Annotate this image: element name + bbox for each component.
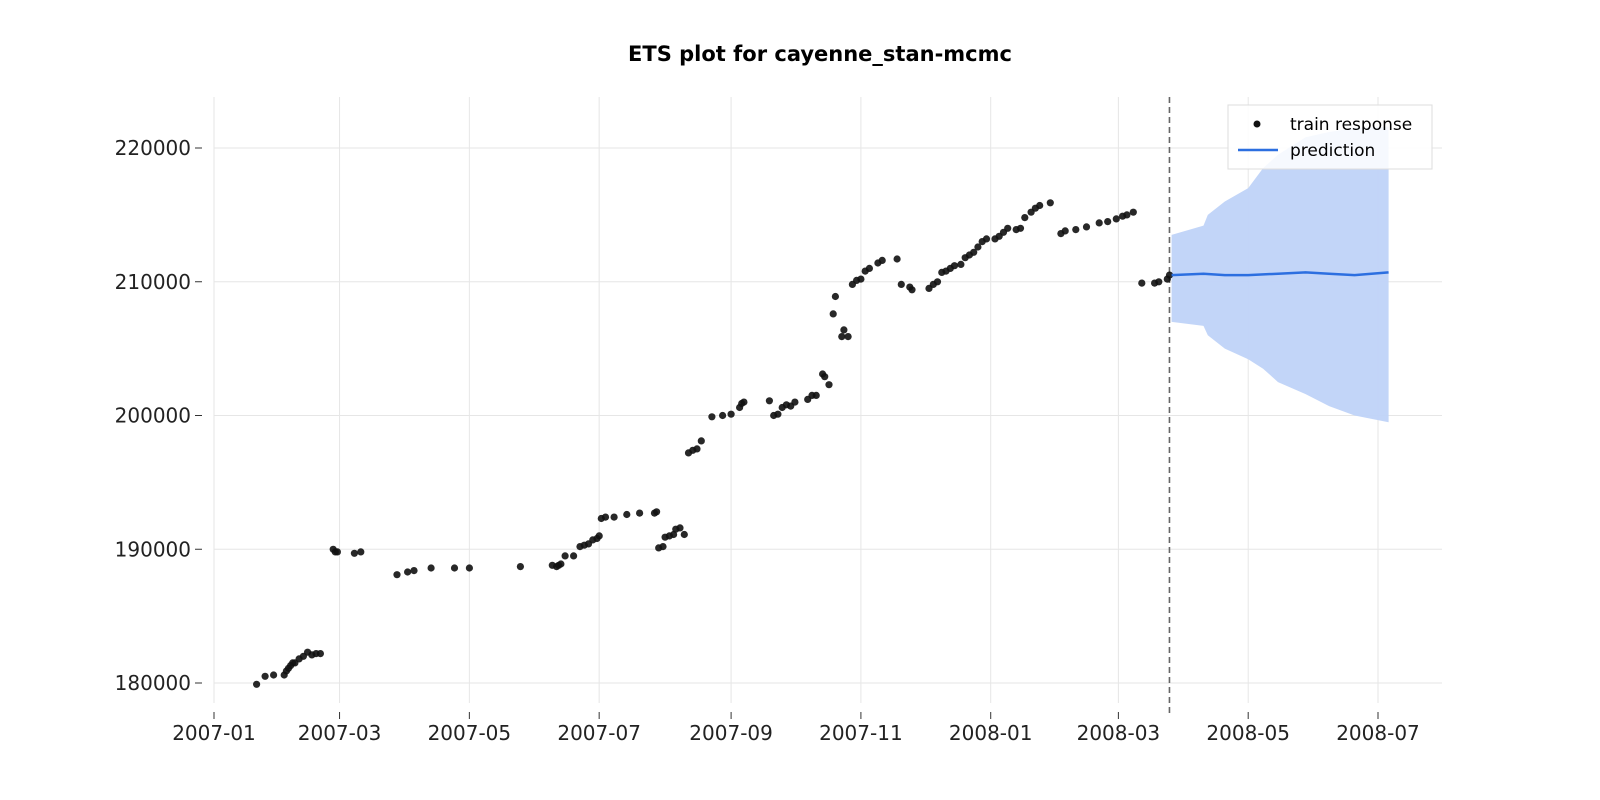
- train-point: [1095, 219, 1103, 227]
- train-points-layer: [253, 199, 1174, 688]
- train-point: [857, 275, 865, 283]
- train-point: [516, 563, 525, 571]
- train-point: [636, 509, 644, 517]
- legend-box: [1227, 104, 1433, 170]
- train-point: [357, 548, 365, 556]
- train-point: [1046, 199, 1054, 207]
- train-point: [1072, 226, 1080, 234]
- train-point: [623, 510, 631, 519]
- y-tick-label: 210000: [115, 270, 191, 294]
- train-point: [570, 552, 578, 560]
- train-point: [765, 397, 774, 405]
- train-point: [693, 445, 701, 453]
- train-point: [791, 398, 799, 406]
- train-point: [831, 292, 840, 301]
- train-point: [908, 286, 916, 294]
- x-tick-label: 2007-07: [557, 721, 641, 745]
- train-point: [950, 262, 959, 270]
- train-point: [270, 671, 278, 679]
- x-tick-label: 2007-05: [428, 721, 512, 745]
- train-point: [393, 571, 401, 579]
- train-point: [1123, 211, 1131, 219]
- legend: train response prediction: [1227, 104, 1433, 170]
- train-point: [1036, 201, 1044, 210]
- train-point: [676, 524, 684, 532]
- train-point: [316, 650, 324, 658]
- x-tick-label: 2007-11: [819, 721, 903, 745]
- train-point: [838, 333, 846, 341]
- train-point: [404, 568, 412, 576]
- train-point: [601, 513, 610, 521]
- legend-train-marker: [1253, 120, 1261, 128]
- legend-train-label: train response: [1290, 115, 1412, 135]
- train-point: [253, 680, 261, 688]
- y-axis: 180000 190000 200000 210000 220000: [115, 136, 202, 695]
- train-point: [774, 410, 782, 418]
- train-point: [812, 391, 820, 399]
- train-point: [1112, 215, 1120, 223]
- train-point: [333, 548, 341, 556]
- x-tick-label: 2007-01: [172, 721, 256, 745]
- train-point: [350, 549, 358, 557]
- train-point: [821, 373, 829, 381]
- train-point: [1155, 278, 1163, 286]
- train-point: [974, 243, 982, 251]
- train-point: [1061, 227, 1069, 235]
- train-point: [1021, 214, 1029, 222]
- x-tick-label: 2008-01: [949, 721, 1033, 745]
- y-tick-label: 190000: [115, 537, 191, 561]
- train-point: [450, 564, 459, 572]
- train-point: [1165, 271, 1174, 279]
- train-point: [659, 543, 667, 551]
- x-tick-label: 2007-09: [689, 721, 773, 745]
- train-point: [893, 255, 901, 263]
- train-point: [680, 530, 688, 539]
- x-tick-label: 2008-07: [1336, 721, 1420, 745]
- train-point: [727, 410, 735, 418]
- train-point: [825, 381, 833, 389]
- train-point: [844, 333, 852, 341]
- train-point: [933, 278, 942, 286]
- train-point: [610, 513, 618, 521]
- x-axis: 2007-01 2007-03 2007-05 2007-07 2007-09 2007-…: [172, 712, 1420, 745]
- train-point: [829, 310, 837, 318]
- train-point: [653, 508, 661, 516]
- train-point: [465, 564, 473, 572]
- train-point: [427, 564, 435, 572]
- train-point: [957, 260, 965, 268]
- train-point: [878, 256, 886, 264]
- y-tick-label: 220000: [115, 136, 191, 160]
- x-tick-label: 2008-05: [1206, 721, 1290, 745]
- x-tick-label: 2008-03: [1077, 721, 1161, 745]
- y-tick-label: 200000: [115, 404, 191, 428]
- train-point: [865, 264, 874, 272]
- train-point: [697, 437, 705, 445]
- train-point: [1129, 208, 1137, 216]
- prediction-layer: [1171, 271, 1389, 277]
- train-point: [557, 560, 565, 568]
- train-point: [1082, 223, 1091, 231]
- train-point: [410, 567, 418, 575]
- train-point: [897, 280, 905, 288]
- x-tick-label: 2007-03: [298, 721, 382, 745]
- prediction-line: [1171, 271, 1389, 277]
- train-point: [1016, 224, 1025, 232]
- y-tick-label: 180000: [115, 671, 191, 695]
- train-point: [740, 398, 748, 406]
- legend-prediction-label: prediction: [1290, 141, 1375, 161]
- train-point: [840, 326, 848, 334]
- train-point: [982, 235, 991, 243]
- train-point: [1004, 224, 1012, 232]
- train-point: [719, 411, 727, 420]
- train-point: [1138, 279, 1146, 287]
- train-point: [1104, 218, 1112, 226]
- train-point: [970, 248, 978, 256]
- train-point: [595, 532, 603, 540]
- train-point: [261, 672, 269, 680]
- train-point: [708, 413, 716, 421]
- train-point: [561, 552, 569, 560]
- chart-title: ETS plot for cayenne_stan-mcmc: [628, 42, 1012, 66]
